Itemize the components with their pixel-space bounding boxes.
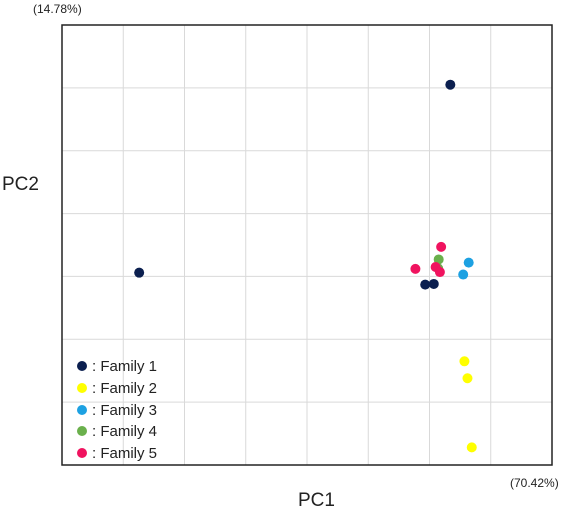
plot-frame (61, 24, 553, 466)
legend-marker (77, 426, 87, 437)
legend-item-family-4: : Family 4 (77, 422, 157, 442)
legend-label: : Family 1 (92, 358, 158, 375)
data-points (134, 79, 477, 453)
legend-label: : Family 4 (92, 423, 158, 440)
legend-item-family-2: : Family 2 (77, 379, 157, 399)
data-point-family-3 (458, 269, 469, 280)
legend-label: : Family 5 (92, 445, 158, 462)
data-point-family-4 (433, 254, 444, 265)
legend-marker (77, 448, 87, 459)
legend-label: : Family 3 (92, 402, 158, 419)
data-point-family-5 (436, 241, 447, 252)
data-point-family-5 (410, 263, 421, 274)
x-axis-variance-label: (70.42%) (510, 476, 559, 490)
data-point-family-2 (462, 373, 473, 384)
data-point-family-2 (459, 356, 470, 367)
data-point-family-1 (420, 279, 431, 290)
data-point-family-2 (466, 442, 477, 453)
legend-marker (77, 361, 87, 372)
data-point-family-1 (428, 278, 439, 289)
data-point-family-1 (134, 267, 145, 278)
y-axis-title: PC2 (2, 174, 39, 195)
y-axis-variance-label: (14.78%) (33, 2, 82, 16)
legend-item-family-5: : Family 5 (77, 444, 157, 464)
legend-marker (77, 405, 87, 416)
data-point-family-5 (434, 267, 445, 278)
legend-marker (77, 383, 87, 394)
data-point-family-3 (463, 257, 474, 268)
data-point-family-1 (445, 79, 456, 90)
legend-label: : Family 2 (92, 380, 158, 397)
grid-lines (62, 25, 552, 465)
legend-item-family-3: : Family 3 (77, 401, 157, 421)
legend-item-family-1: : Family 1 (77, 357, 157, 377)
x-axis-title: PC1 (298, 490, 335, 511)
